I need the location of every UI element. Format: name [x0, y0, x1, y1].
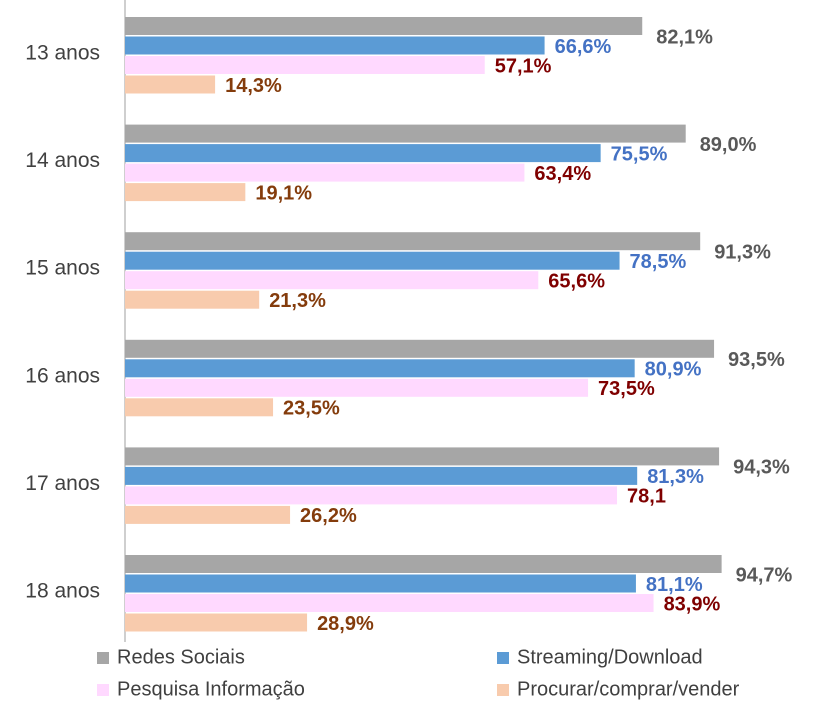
- value-label: 78,1: [627, 486, 666, 508]
- legend-label: Pesquisa Informação: [117, 678, 305, 700]
- value-label: 94,7%: [736, 564, 793, 586]
- bar: [125, 594, 654, 612]
- category-label: 18 anos: [25, 580, 100, 603]
- bar: [125, 56, 485, 74]
- bar: [125, 251, 620, 270]
- category-label: 14 anos: [25, 149, 100, 172]
- bar: [125, 183, 246, 202]
- value-label: 93,5%: [728, 349, 785, 371]
- bar: [125, 505, 291, 524]
- value-label: 21,3%: [269, 290, 326, 312]
- legend-label: Redes Sociais: [117, 646, 245, 668]
- bar: [125, 486, 618, 505]
- value-label: 89,0%: [700, 134, 757, 156]
- bar: [125, 359, 635, 378]
- value-label: 75,5%: [611, 143, 668, 165]
- bar: [125, 574, 636, 593]
- category-label: 15 anos: [25, 257, 100, 280]
- legend-label: Streaming/Download: [517, 646, 703, 668]
- value-label: 19,1%: [255, 182, 312, 204]
- value-label: 81,1%: [646, 574, 703, 596]
- bar: [125, 613, 308, 632]
- value-label: 91,3%: [714, 241, 771, 263]
- value-label: 82,1%: [656, 26, 713, 48]
- bar: [125, 144, 601, 163]
- bar: [125, 124, 686, 143]
- bar: [125, 447, 720, 466]
- value-label: 23,5%: [283, 398, 340, 420]
- bar: [125, 36, 545, 55]
- value-label: 80,9%: [645, 359, 702, 381]
- bar: [125, 17, 643, 35]
- value-label: 26,2%: [300, 505, 357, 527]
- bar: [125, 398, 274, 417]
- value-label: 83,9%: [664, 593, 721, 615]
- bar: [125, 555, 722, 573]
- value-label: 63,4%: [534, 163, 591, 185]
- category-label: 17 anos: [25, 472, 100, 495]
- value-label: 81,3%: [647, 466, 704, 488]
- bar: [125, 163, 525, 182]
- bar: [125, 290, 260, 309]
- value-label: 73,5%: [598, 378, 655, 400]
- value-label: 28,9%: [317, 613, 374, 635]
- value-label: 14,3%: [225, 75, 282, 97]
- category-label: 16 anos: [25, 364, 100, 387]
- value-label: 57,1%: [495, 55, 552, 77]
- bar: [125, 466, 638, 485]
- bar: [125, 339, 715, 358]
- legend-swatch: [497, 684, 509, 696]
- legend-swatch: [497, 652, 509, 664]
- value-label: 78,5%: [630, 251, 687, 273]
- category-label: 13 anos: [25, 42, 100, 65]
- value-label: 65,6%: [548, 270, 605, 292]
- bar: [125, 378, 589, 397]
- legend-swatch: [97, 652, 109, 664]
- legend-swatch: [97, 684, 109, 696]
- bar: [125, 75, 216, 94]
- legend-label: Procurar/comprar/vender: [517, 678, 740, 700]
- bar: [125, 271, 539, 290]
- value-label: 66,6%: [555, 36, 612, 58]
- value-label: 94,3%: [733, 457, 790, 479]
- bar: [125, 232, 701, 251]
